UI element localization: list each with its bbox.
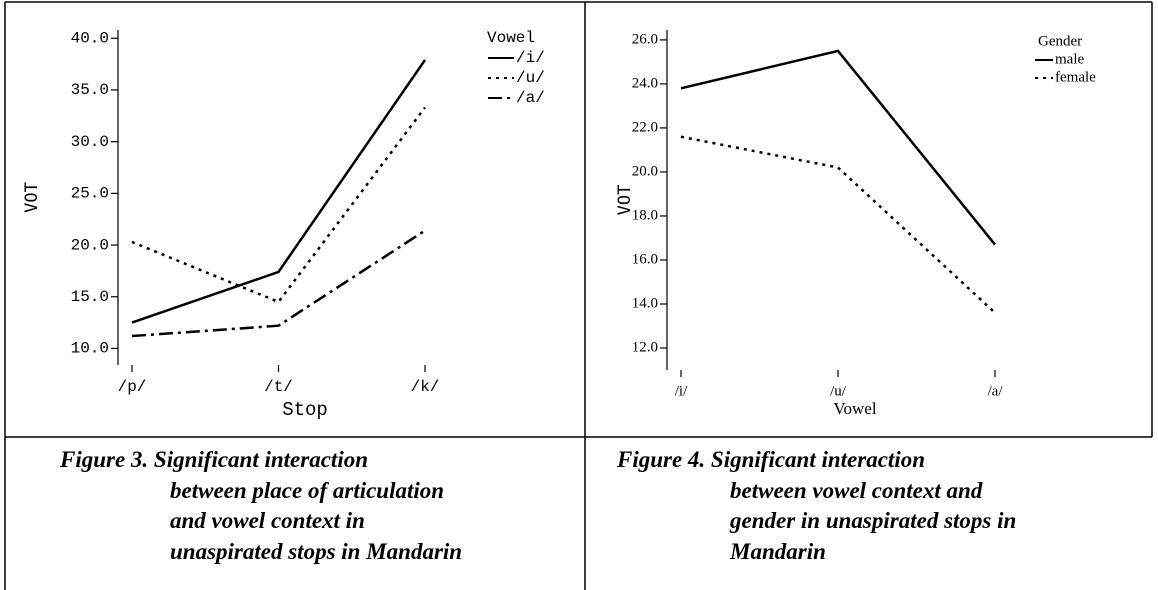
legend-label: /a/ — [516, 89, 545, 107]
y-tick-label: 10.0 — [71, 340, 109, 358]
y-tick-label: 30.0 — [71, 133, 109, 151]
x-tick-label: /a/ — [988, 383, 1004, 399]
x-tick-label: /u/ — [830, 383, 847, 399]
y-tick-label: 20.0 — [632, 163, 658, 179]
caption-line: and vowel context in — [170, 508, 365, 533]
y-tick-label: 22.0 — [632, 119, 658, 135]
series-line — [131, 229, 426, 338]
caption-line: gender in unaspirated stops in — [729, 508, 1016, 533]
y-tick-label: 14.0 — [632, 295, 658, 311]
table-borders — [4, 1, 1153, 590]
series-line — [680, 135, 996, 314]
caption-line: unaspirated stops in Mandarin — [170, 539, 462, 564]
caption-line: Figure 3. Significant interaction — [59, 447, 368, 472]
caption-line: Mandarin — [729, 539, 826, 564]
legend-label: female — [1055, 69, 1096, 85]
x-axis-title: Stop — [282, 399, 328, 421]
y-axis-title: VOT — [615, 185, 635, 216]
chart: 10.0 15.0 20.0 25.0 30.0 35.0 40.0/p/ /t/ /k/Sto… — [22, 29, 545, 421]
legend-label: /u/ — [516, 69, 545, 87]
x-tick-label: /k/ — [411, 378, 440, 396]
y-tick-label: 18.0 — [632, 207, 658, 223]
y-tick-label: 20.0 — [71, 236, 109, 254]
legend-title: Vowel — [487, 29, 535, 47]
x-tick-label: /t/ — [264, 378, 293, 396]
x-tick-label: /p/ — [118, 378, 147, 396]
series-line — [680, 49, 996, 246]
y-tick-label: 25.0 — [71, 185, 109, 203]
x-axis-title: Vowel — [833, 399, 876, 418]
caption-line: between place of articulation — [170, 478, 444, 503]
caption-line: between vowel context and — [730, 478, 983, 503]
legend-label: /i/ — [516, 49, 545, 67]
y-tick-label: 26.0 — [632, 31, 658, 47]
y-tick-label: 24.0 — [632, 75, 658, 91]
chart: 12.0 14.0 16.0 18.0 20.0 22.0 24.0 26.0/i/ /u/ /a… — [615, 30, 1096, 418]
y-tick-label: 40.0 — [71, 29, 109, 47]
y-tick-label: 16.0 — [632, 251, 658, 267]
legend-label: male — [1055, 51, 1084, 67]
legend-title: Gender — [1038, 33, 1082, 49]
y-axis-title: VOT — [22, 182, 42, 213]
series-line — [131, 59, 427, 324]
x-tick-label: /i/ — [675, 383, 688, 399]
series-line — [131, 106, 426, 304]
y-tick-label: 15.0 — [71, 288, 109, 306]
y-tick-label: 12.0 — [632, 339, 658, 355]
caption-line: Figure 4. Significant interaction — [616, 447, 925, 472]
y-tick-label: 35.0 — [71, 81, 109, 99]
